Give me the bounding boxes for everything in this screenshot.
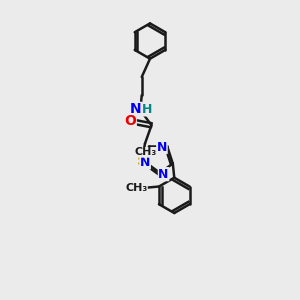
Text: H: H <box>142 103 152 116</box>
Text: O: O <box>124 114 136 128</box>
Text: N: N <box>140 156 150 169</box>
Text: CH₃: CH₃ <box>125 183 147 193</box>
Text: CH₃: CH₃ <box>134 147 157 157</box>
Text: S: S <box>137 154 147 168</box>
Text: N: N <box>157 140 167 154</box>
Text: N: N <box>130 102 141 116</box>
Text: N: N <box>158 168 169 181</box>
